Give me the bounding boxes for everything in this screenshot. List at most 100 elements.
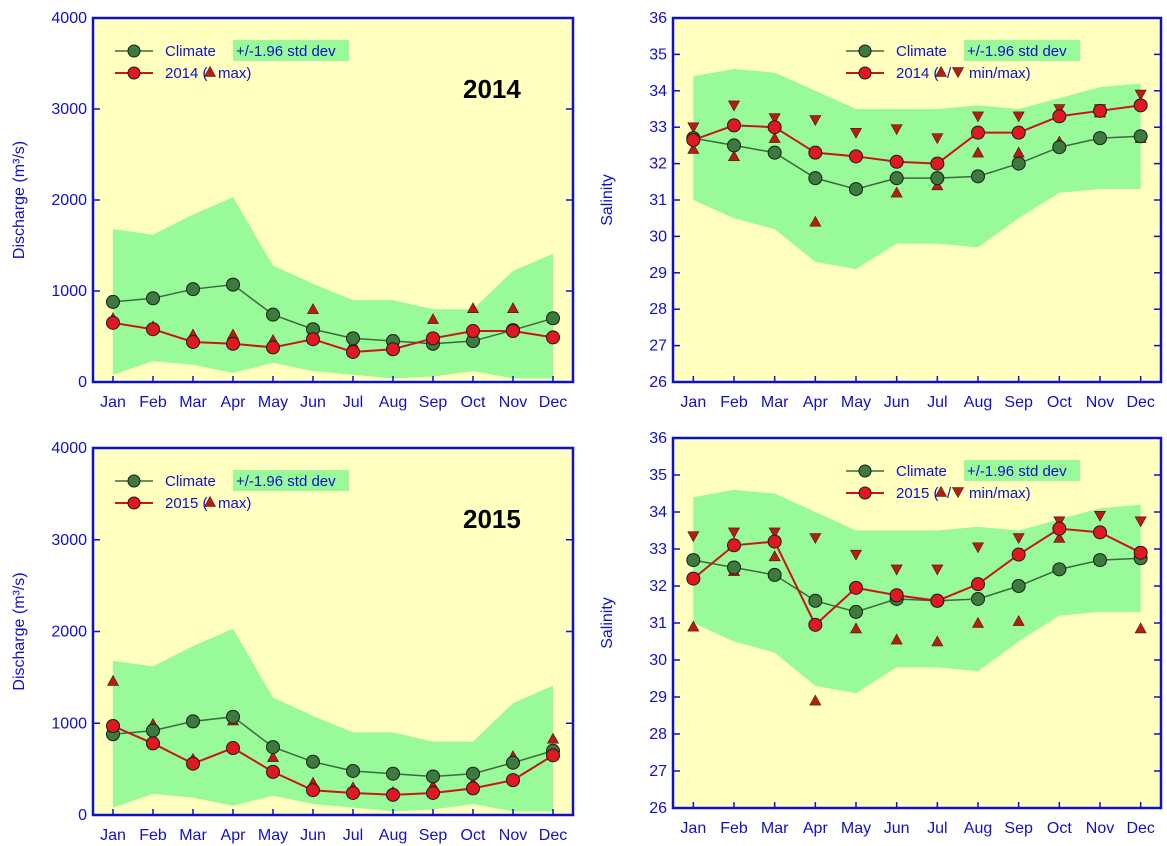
legend: Climate +/-1.96 std dev 2014 (/ min/max)	[846, 40, 1080, 82]
max-marker	[506, 302, 520, 313]
climate-series-point	[1093, 553, 1107, 568]
x-tick-label: Apr	[803, 394, 829, 411]
year-series-point	[506, 324, 520, 339]
climate-series-point	[971, 591, 985, 606]
year-series-point	[1011, 547, 1026, 562]
year-series-point	[686, 132, 701, 147]
min-marker	[768, 113, 781, 125]
year-series-point	[546, 748, 560, 763]
climate-series-point	[506, 755, 520, 770]
x-tick-label: Apr	[221, 827, 247, 844]
x-tick-label: Dec	[539, 394, 567, 411]
y-tick-label: 1000	[51, 715, 87, 732]
climate-series-point	[767, 145, 782, 160]
year-series-point	[346, 344, 360, 359]
min-marker	[1093, 510, 1107, 522]
min-marker	[890, 564, 903, 576]
min-marker	[971, 542, 985, 554]
climate-series-point	[306, 754, 320, 769]
year-series-point	[146, 322, 160, 337]
legend-year-suffix: max)	[218, 495, 251, 512]
legend-year-marker	[858, 66, 872, 80]
chart-panel-discharge-2014: 0 1000 2000 3000 4000 Jan Feb Mar Apr May Jun Jul Au…	[11, 10, 575, 411]
legend-year-marker	[127, 496, 141, 510]
x-tick-label: Feb	[139, 827, 167, 844]
climate-series-point	[1052, 140, 1067, 155]
x-tick-label: Jun	[884, 394, 910, 411]
x-tick-label: Jul	[343, 394, 363, 411]
x-tick-label: Mar	[761, 820, 789, 837]
climate-series-point	[849, 604, 863, 619]
x-tick-label: Nov	[499, 394, 527, 411]
x-tick-label: Feb	[720, 394, 748, 411]
year-series-point	[266, 340, 280, 355]
year-series-point	[466, 324, 480, 339]
climate-series-point	[686, 553, 701, 568]
y-tick-label: 4000	[51, 10, 87, 27]
legend-climate-marker	[127, 44, 141, 58]
max-marker	[768, 550, 781, 562]
year-series-point	[306, 332, 320, 347]
max-marker	[971, 616, 985, 628]
year-series-point	[1133, 98, 1148, 113]
max-marker	[266, 751, 280, 762]
x-tick-label: Jan	[680, 394, 706, 411]
year-series-point	[386, 342, 400, 357]
x-tick-label: Jul	[927, 394, 947, 411]
x-tick-label: Mar	[179, 394, 207, 411]
climate-series-point	[346, 331, 360, 346]
max-marker	[546, 732, 560, 744]
legend-max-marker	[934, 485, 948, 497]
min-marker	[931, 564, 944, 576]
max-marker	[809, 694, 822, 706]
x-tick-label: Jul	[343, 827, 363, 844]
y-tick-label: 1000	[51, 283, 87, 300]
year-series-point	[849, 149, 863, 164]
year-series-point	[226, 741, 240, 756]
y-tick-label: 0	[78, 374, 87, 391]
year-series-point	[506, 773, 520, 788]
year-series-point	[686, 571, 701, 586]
climate-series-point	[808, 593, 823, 608]
legend: Climate +/-1.96 std dev 2015 (max)	[115, 470, 349, 512]
max-marker	[687, 620, 700, 632]
y-tick-label: 36	[649, 430, 667, 447]
legend-band-label: +/-1.96 std dev	[967, 43, 1067, 60]
year-series-point	[1093, 525, 1107, 540]
year-series-point	[930, 593, 945, 608]
legend-band-swatch	[233, 40, 349, 61]
x-tick-label: Oct	[461, 394, 486, 411]
y-axis-label: Discharge (m³/s)	[11, 141, 28, 259]
x-tick-label: Jan	[680, 820, 706, 837]
y-axis-label: Salinity	[599, 597, 616, 649]
climate-series-point	[346, 763, 360, 778]
std-dev-band	[113, 197, 553, 379]
legend-band-label: +/-1.96 std dev	[236, 473, 336, 490]
x-tick-label: Mar	[179, 827, 207, 844]
climate-series-point	[546, 311, 560, 326]
y-tick-label: 2000	[51, 192, 87, 209]
min-marker	[809, 115, 822, 127]
y-tick-label: 31	[649, 615, 667, 632]
legend: Climate +/-1.96 std dev 2014 (max)	[115, 40, 349, 82]
x-tick-label: May	[841, 394, 871, 411]
legend-band-label: +/-1.96 std dev	[236, 43, 336, 60]
x-tick-label: Nov	[499, 827, 527, 844]
climate-series-point	[1093, 131, 1107, 146]
y-tick-label: 27	[649, 763, 667, 780]
legend-climate-marker	[858, 44, 872, 58]
legend-year-suffix: min/max)	[969, 485, 1031, 502]
legend-year-suffix: min/max)	[969, 65, 1031, 82]
climate-series-point	[386, 766, 400, 781]
chart-panel-salinity-2015: 26 27 28 29 30 31 32 33 34 35 36 Jan Feb Mar Apr May Jun…	[599, 430, 1163, 837]
climate-series-point	[849, 182, 863, 197]
climate-series-point	[146, 723, 160, 738]
x-tick-label: Nov	[1086, 820, 1114, 837]
min-marker	[768, 527, 781, 539]
x-tick-label: Aug	[379, 394, 407, 411]
max-marker	[971, 146, 985, 158]
y-tick-label: 28	[649, 726, 667, 743]
legend-climate-label: Climate	[165, 43, 216, 60]
x-tick-label: Jun	[884, 820, 910, 837]
legend-year-prefix: 2014 (	[896, 65, 939, 82]
